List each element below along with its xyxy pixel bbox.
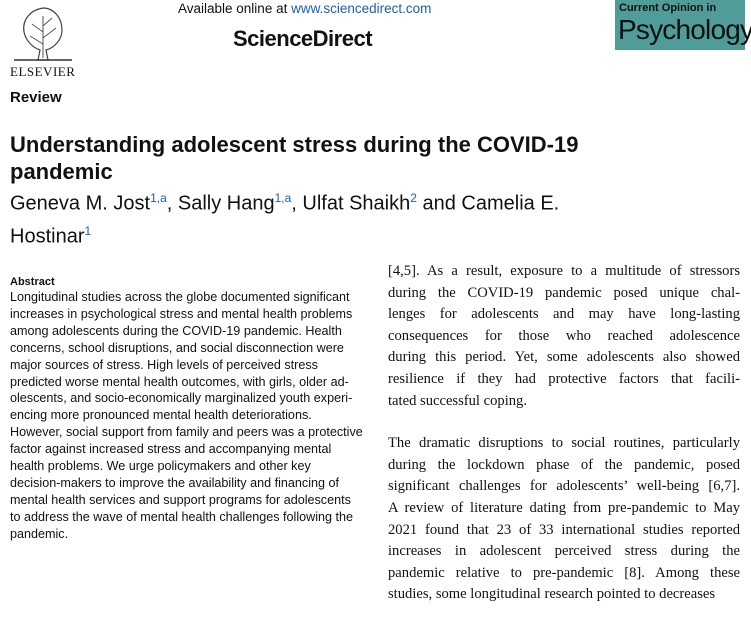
body-line: during the COVID-19 pandemic posed uniqu…	[388, 284, 740, 301]
body-line: The dramatic disruptions to social routi…	[388, 435, 740, 452]
abstract-line: among adolescents during the COVID-19 pa…	[10, 323, 342, 338]
body-line: 2021 found that 23 of 33 international s…	[388, 521, 740, 538]
author-affiliation: 1,a	[150, 191, 167, 205]
body-line: during this period. Yet, some adolescent…	[388, 349, 740, 366]
abstract-line: concerns, school disruptions, and social…	[10, 340, 344, 355]
author-affiliation: 1,a	[274, 191, 292, 205]
body-line: lenges for adolescents and may have long…	[388, 306, 740, 323]
body-line: [4,5]. As a result, exposure to a multit…	[388, 263, 740, 279]
abstract-line: increases in psychological stress and me…	[10, 306, 353, 321]
article-type: Review	[10, 89, 62, 106]
body-line: studies, some longitudinal research poin…	[388, 586, 716, 603]
publisher-name: ELSEVIER	[10, 64, 76, 79]
author-separator: ,	[166, 192, 178, 215]
brand: ScienceDirect	[233, 26, 373, 51]
author-separator: and	[416, 192, 462, 215]
body-line: resilience if they had protective factor…	[388, 370, 740, 387]
author-affiliation: 1	[84, 223, 92, 238]
abstract-line: factor against increased stress and acco…	[10, 442, 332, 457]
body-line: pandemic relative to pre-pandemic [8]. A…	[388, 564, 740, 581]
abstract-line: major sources of stress. High levels of …	[10, 357, 318, 372]
author-name: Ulfat Shaikh	[302, 192, 411, 215]
body-text: [4,5]. As a result, exposure to a multit…	[388, 261, 740, 627]
abstract-line: encing more pronounced mental health det…	[10, 408, 312, 423]
url-link[interactable]: www.sciencedirect.com	[291, 1, 432, 16]
abstract-line: pandemic.	[10, 526, 69, 541]
author-name: Sally Hang	[177, 192, 275, 215]
availability-text: Available online at	[178, 1, 288, 16]
author-list: Geneva M. Jost1,a, Sally Hang1,a, Ulfat …	[10, 185, 570, 250]
article-title: Understanding adolescent stress during t…	[10, 132, 579, 184]
abstract-line: predicted worse mental health outcomes, …	[10, 374, 349, 389]
body-line: increases in adolescent perceived stress…	[388, 543, 740, 560]
abstract-text: Longitudinal studies across the globe do…	[10, 289, 376, 543]
body-line: significant challenges for adolescents’ …	[388, 478, 740, 495]
author-affiliation: 2	[410, 191, 417, 205]
body-line: during the lockdown phase of the pandemi…	[388, 456, 740, 473]
availability: Available online at www.sciencedirect.co…	[178, 1, 431, 16]
author-name: Geneva M. Jost	[10, 192, 151, 215]
abstract-heading: Abstract	[10, 276, 55, 288]
paragraph: The dramatic disruptions to social routi…	[388, 433, 740, 606]
author-name: Camelia E. Hostinar	[10, 192, 560, 248]
body-line: consequences for those who reached adole…	[388, 327, 740, 344]
abstract-line: health problems. We urge policymakers an…	[10, 459, 311, 474]
body-line: A review of literature dating from pre-p…	[388, 499, 740, 516]
author-separator: ,	[291, 192, 303, 215]
abstract-line: Longitudinal studies across the globe do…	[10, 290, 350, 304]
journal-series: Current Opinion in	[619, 2, 717, 14]
abstract-line: olescents, and socio-economically margin…	[10, 391, 353, 406]
abstract-line: decision-makers to improve the availabil…	[10, 475, 340, 490]
journal-badge: Current Opinion in Psychology	[615, 0, 751, 50]
body-line: tated successful coping.	[388, 392, 528, 409]
abstract-line: to address the wave of mental health cha…	[10, 509, 354, 524]
abstract-line: However, social support from family and …	[10, 425, 363, 440]
paragraph: [4,5]. As a result, exposure to a multit…	[388, 261, 740, 412]
abstract-line: mental health services and support progr…	[10, 492, 351, 507]
journal-name: Psychology	[618, 14, 751, 45]
publisher-logo	[12, 2, 74, 62]
page: Available online at www.sciencedirect.co…	[10, 0, 751, 603]
